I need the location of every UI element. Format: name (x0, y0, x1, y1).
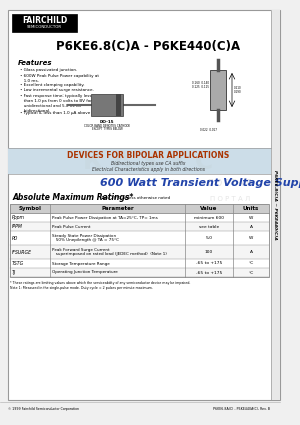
Text: IPPM: IPPM (12, 224, 23, 229)
Text: DEVICES FOR BIPOLAR APPLICATIONS: DEVICES FOR BIPOLAR APPLICATIONS (67, 151, 229, 161)
Text: Note 1: Measured in the single-pulse mode. Duty cycle = 2 pulses per minute maxi: Note 1: Measured in the single-pulse mod… (10, 286, 153, 290)
Text: -65 to +175: -65 to +175 (196, 270, 222, 275)
Text: Units: Units (243, 206, 259, 211)
Text: П О Р Т А Л: П О Р Т А Л (208, 178, 252, 187)
Text: A: A (250, 250, 253, 254)
Text: • Low incremental surge resistance.: • Low incremental surge resistance. (20, 88, 94, 92)
Text: * These ratings are limiting values above which the serviceability of any semico: * These ratings are limiting values abov… (10, 281, 190, 285)
Text: Parameter: Parameter (101, 206, 134, 211)
Text: SEMICONDUCTOR: SEMICONDUCTOR (27, 25, 62, 29)
Bar (271, 10, 280, 400)
Bar (12, 14, 77, 32)
Text: Value: Value (200, 206, 218, 211)
Text: EXCEPT TYPES BELOW: EXCEPT TYPES BELOW (92, 127, 122, 131)
Text: • Typical IL less than 1.0 μA above 10V.: • Typical IL less than 1.0 μA above 10V. (20, 110, 100, 115)
Text: 0.210
0.190: 0.210 0.190 (234, 85, 242, 94)
Bar (91, 94, 123, 116)
Text: 0.160  0.140
0.125  0.115: 0.160 0.140 0.125 0.115 (192, 81, 209, 89)
Text: FAIRCHILD: FAIRCHILD (22, 15, 67, 25)
Text: PD: PD (12, 235, 18, 241)
Text: Peak Forward Surge Current
   superimposed on rated load (JEDEC method)  (Note 1: Peak Forward Surge Current superimposed … (52, 247, 167, 256)
Text: DO-15: DO-15 (100, 120, 114, 124)
Text: TJ: TJ (12, 270, 16, 275)
Text: °C: °C (248, 270, 253, 275)
Text: Steady State Power Dissipation
   50% Unepilength @ TA = 75°C: Steady State Power Dissipation 50% Unepi… (52, 234, 119, 242)
Text: W: W (249, 215, 253, 219)
Text: Storage Temperature Range: Storage Temperature Range (52, 261, 110, 266)
Text: • 600W Peak Pulse Power capability at
   1.0 ms.: • 600W Peak Pulse Power capability at 1.… (20, 74, 99, 83)
Bar (210, 70, 226, 110)
Text: К А З У С: К А З У С (83, 150, 213, 174)
Text: 0.022  0.017: 0.022 0.017 (200, 128, 217, 132)
Text: IFSURGE: IFSURGE (12, 249, 32, 255)
Bar (10, 213, 269, 222)
Bar (116, 94, 121, 116)
Text: 100: 100 (205, 250, 213, 254)
Bar (10, 259, 269, 268)
Text: Peak Pulse Current: Peak Pulse Current (52, 224, 91, 229)
Text: П О Р Т А Л: П О Р Т А Л (210, 196, 250, 202)
Text: TSTG: TSTG (12, 261, 24, 266)
Bar (10, 268, 269, 277)
Text: • Fast response time; typically less
   than 1.0 ps from 0 volts to BV for
   un: • Fast response time; typically less tha… (20, 94, 92, 113)
Text: COLOR BAND DENOTES CATHODE: COLOR BAND DENOTES CATHODE (84, 124, 130, 128)
Bar (10, 204, 269, 213)
Text: P6KE6.8(C)A ~ P6KE440(C)A: P6KE6.8(C)A ~ P6KE440(C)A (274, 170, 278, 240)
Text: © 1999 Fairchild Semiconductor Corporation: © 1999 Fairchild Semiconductor Corporati… (8, 407, 79, 411)
Text: Absolute Maximum Ratings*: Absolute Maximum Ratings* (12, 193, 134, 202)
Text: Operating Junction Temperature: Operating Junction Temperature (52, 270, 118, 275)
Text: °C: °C (248, 261, 253, 266)
Bar (10, 245, 269, 259)
Bar (10, 231, 269, 245)
Text: • Excellent clamping capability.: • Excellent clamping capability. (20, 83, 85, 87)
Text: TA = 25°C unless otherwise noted: TA = 25°C unless otherwise noted (100, 196, 170, 200)
Text: • Glass passivated junction.: • Glass passivated junction. (20, 68, 77, 72)
Text: 600 Watt Transient Voltage Suppressors: 600 Watt Transient Voltage Suppressors (100, 178, 300, 188)
Bar (10, 204, 269, 277)
Text: 5.0: 5.0 (206, 236, 212, 240)
Text: Bidirectional types use CA suffix: Bidirectional types use CA suffix (111, 161, 185, 165)
Text: A: A (250, 224, 253, 229)
Text: P6KE6.8(C)A - P6KE440(C)A: P6KE6.8(C)A - P6KE440(C)A (56, 40, 240, 53)
Bar (8, 148, 271, 174)
Text: Electrical Characteristics apply in both directions: Electrical Characteristics apply in both… (92, 167, 205, 172)
Text: Symbol: Symbol (19, 206, 41, 211)
Text: Pppm: Pppm (12, 215, 25, 220)
Text: Features: Features (18, 60, 52, 66)
Text: see table: see table (199, 224, 219, 229)
Text: W: W (249, 236, 253, 240)
Text: minimum 600: minimum 600 (194, 215, 224, 219)
Text: P6KE6.8A(C) - P6KE440A(C), Rev. B: P6KE6.8A(C) - P6KE440A(C), Rev. B (213, 407, 270, 411)
Text: Peak Pulse Power Dissipation at TA=25°C, TP= 1ms: Peak Pulse Power Dissipation at TA=25°C,… (52, 215, 158, 219)
Bar (10, 222, 269, 231)
Text: -65 to +175: -65 to +175 (196, 261, 222, 266)
